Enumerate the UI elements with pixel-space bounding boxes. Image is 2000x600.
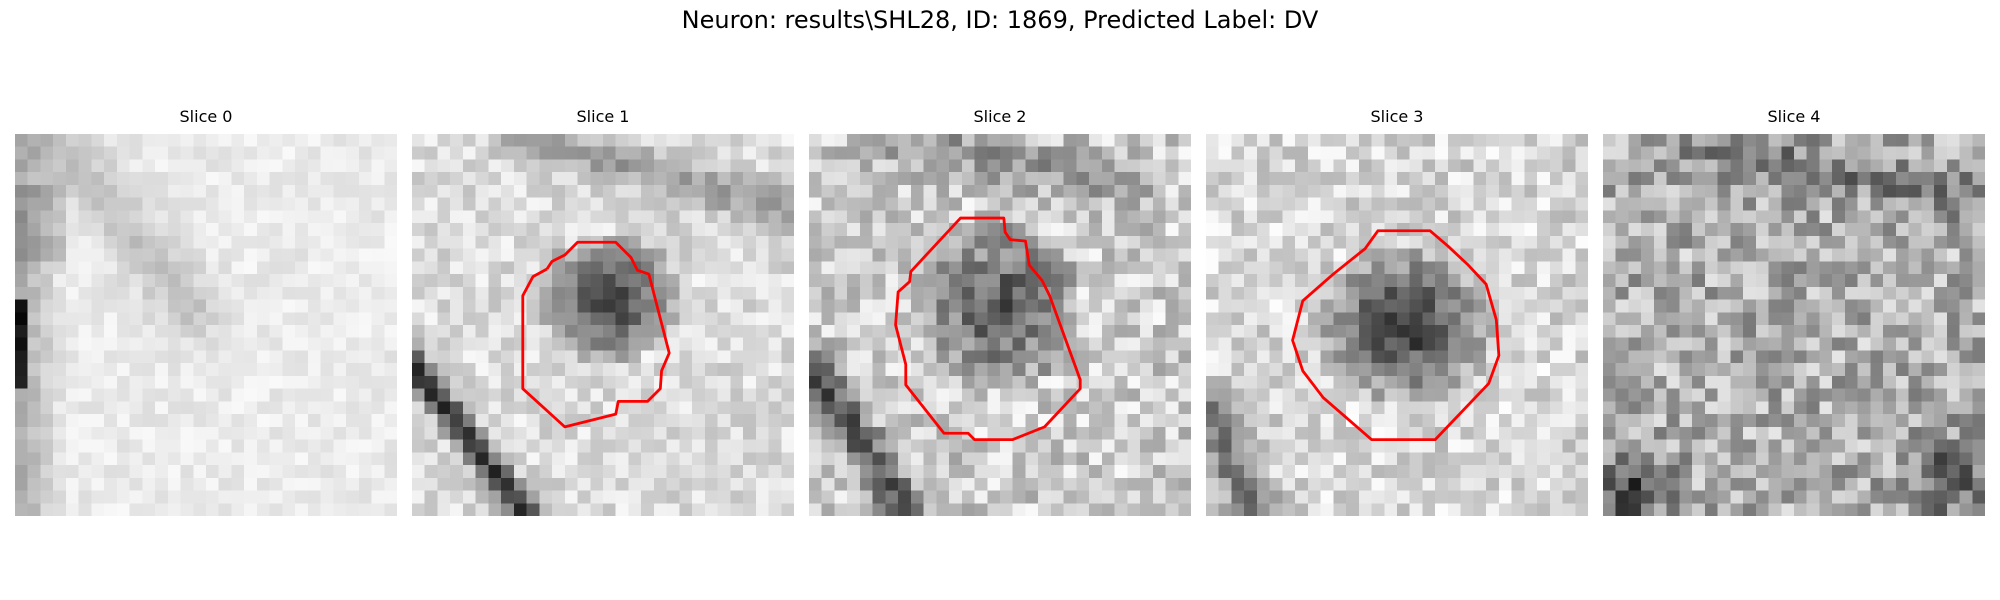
slice-panel-1: Slice 1 — [412, 108, 794, 516]
figure-title: Neuron: results\SHL28, ID: 1869, Predict… — [681, 6, 1319, 34]
slice-panel-0: Slice 0 — [15, 108, 397, 516]
slice-title-3: Slice 3 — [1370, 107, 1424, 126]
slice-panel-4: Slice 4 — [1603, 108, 1985, 516]
slice-image-1 — [412, 134, 794, 516]
slice-title-0: Slice 0 — [179, 107, 233, 126]
slice-title-1: Slice 1 — [576, 107, 630, 126]
segmentation-contour — [521, 240, 671, 429]
slice-panel-3: Slice 3 — [1206, 108, 1588, 516]
slice-image-2 — [809, 134, 1191, 516]
slice-title-2: Slice 2 — [973, 107, 1027, 126]
segmentation-contour — [894, 216, 1082, 442]
slice-image-3 — [1206, 134, 1588, 516]
slice-panel-2: Slice 2 — [809, 108, 1191, 516]
slice-image-0 — [15, 134, 397, 516]
slice-title-4: Slice 4 — [1767, 107, 1821, 126]
slice-image-4 — [1603, 134, 1985, 516]
segmentation-contour — [1291, 229, 1501, 442]
